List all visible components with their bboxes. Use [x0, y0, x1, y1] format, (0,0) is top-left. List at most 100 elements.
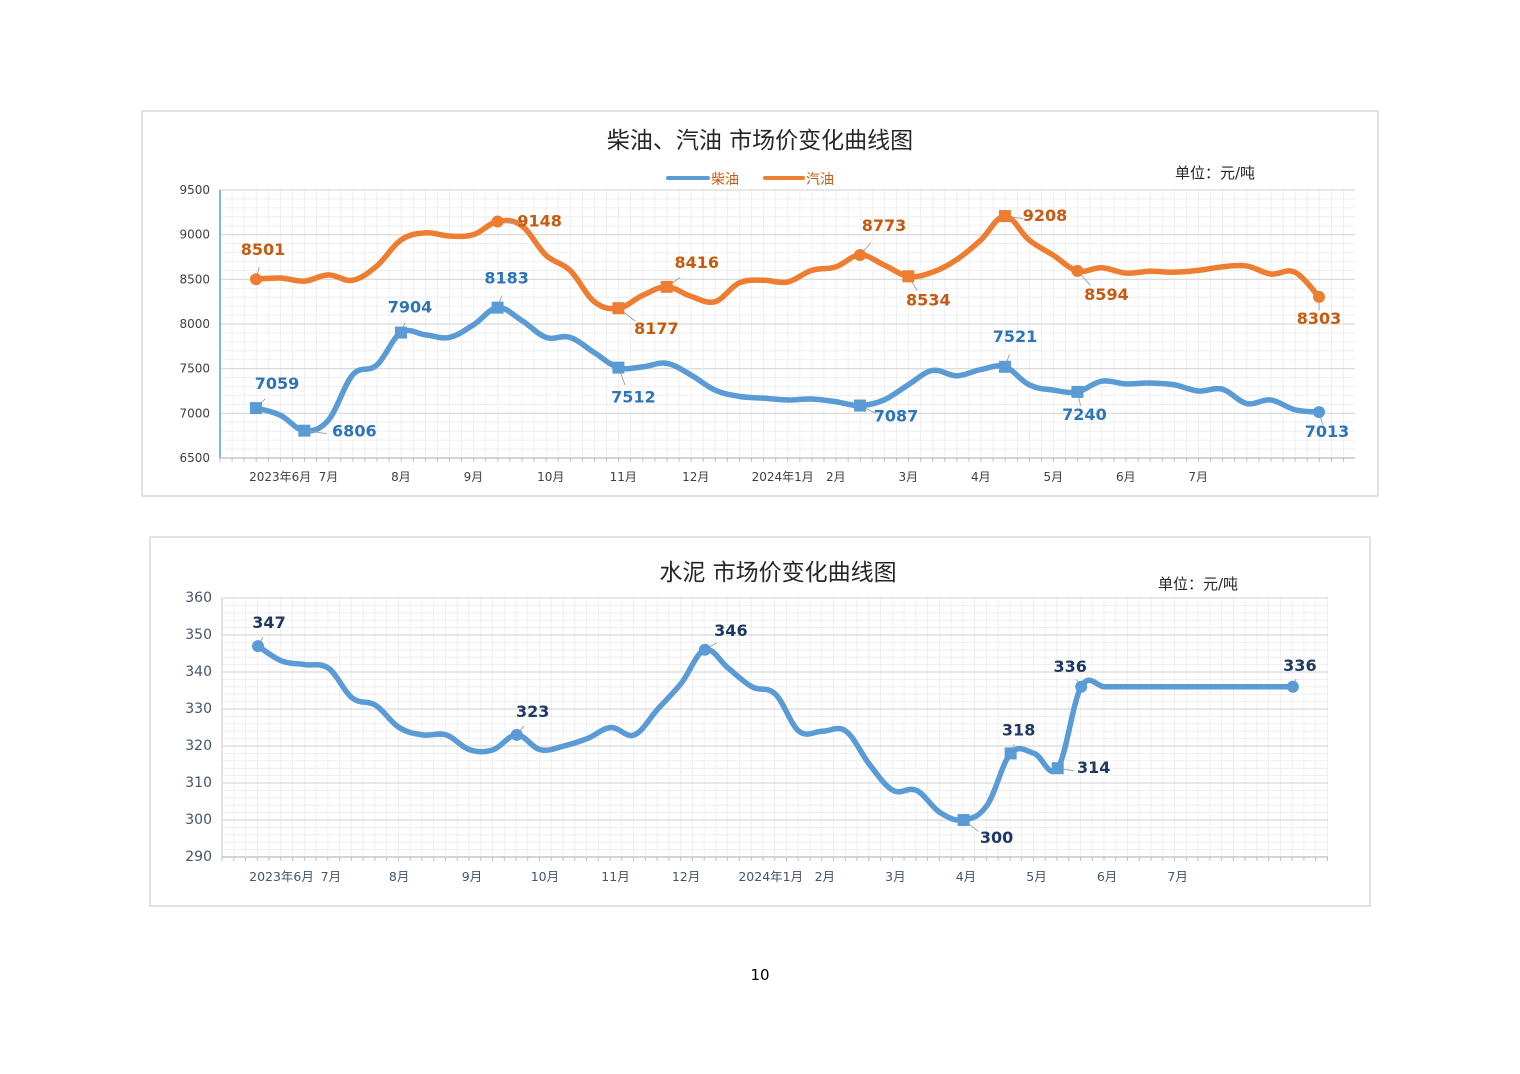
- data-point-square: [250, 402, 262, 415]
- y-tick-label: 9500: [179, 183, 210, 197]
- x-tick-label: 11月: [610, 470, 637, 484]
- data-point-square: [854, 399, 866, 412]
- data-label: 7013: [1305, 422, 1350, 441]
- data-point-circle: [1071, 264, 1084, 277]
- data-label: 7521: [993, 327, 1038, 346]
- gridlines: [220, 189, 1355, 459]
- series-line-gasoline: [253, 213, 1322, 312]
- data-label: 8501: [241, 240, 286, 259]
- x-tick-label: 8月: [391, 470, 411, 484]
- data-label: 8177: [634, 319, 679, 338]
- x-tick-label: 10月: [531, 869, 559, 884]
- x-tick-label: 12月: [682, 470, 709, 484]
- x-tick-label: 2月: [826, 470, 846, 484]
- x-tick-label: 2月: [815, 869, 835, 884]
- unit-label: 单位：元/吨: [1175, 164, 1255, 182]
- data-label: 8183: [484, 269, 529, 288]
- data-point-square: [1071, 385, 1084, 398]
- x-tick-label: 2023年6月: [249, 470, 311, 484]
- data-point-square: [612, 302, 625, 315]
- y-tick-label: 290: [185, 849, 212, 865]
- data-label: 6806: [332, 422, 377, 441]
- data-point-square: [902, 270, 915, 283]
- y-tick-label: 7000: [179, 406, 210, 420]
- data-label: 8303: [1297, 309, 1342, 328]
- x-tick-label: 6月: [1116, 470, 1136, 484]
- data-label: 7240: [1062, 405, 1107, 424]
- data-point-square: [660, 280, 673, 293]
- y-tick-label: 300: [185, 812, 212, 828]
- x-tick-label: 8月: [389, 869, 409, 884]
- plot-area: 360 350 340 330 320 310 300 290 2023年6月 7月 8月 9月 10月…: [185, 590, 1328, 884]
- legend: 柴油 汽油: [666, 172, 834, 188]
- data-point-square: [394, 326, 407, 339]
- data-point-square: [957, 814, 970, 826]
- data-label: 336: [1283, 656, 1316, 675]
- x-tick-label: 4月: [956, 869, 976, 884]
- y-tick-label: 9000: [179, 228, 210, 242]
- x-tick-label: 5月: [1026, 869, 1046, 884]
- x-tick-label: 9月: [464, 470, 484, 484]
- data-point-square: [491, 301, 504, 314]
- y-tick-label: 350: [185, 627, 212, 643]
- x-tick-label: 7月: [1167, 869, 1187, 884]
- y-tick-label: 360: [185, 590, 212, 606]
- y-tick-label: 8000: [179, 317, 210, 331]
- series-diesel: 7059 6806 7904 8183 7512 7087 7521 7240 7013: [250, 269, 1350, 441]
- data-label: 8594: [1084, 285, 1129, 304]
- data-label: 7512: [611, 388, 656, 407]
- data-point-circle: [1075, 680, 1088, 693]
- y-tick-label: 7500: [179, 362, 210, 376]
- x-tick-label: 7月: [1188, 470, 1208, 484]
- plot-area: 9500 9000 8500 8000 7500 7000 6500 2023年6月 7月 8月 9…: [179, 183, 1355, 484]
- x-tick-label: 9月: [462, 869, 482, 884]
- data-point-circle: [510, 728, 523, 741]
- data-label: 347: [252, 613, 285, 632]
- y-tick-label: 6500: [179, 451, 210, 465]
- gridlines: [222, 597, 1328, 858]
- data-point-circle: [1313, 406, 1326, 419]
- x-tick-label: 6月: [1097, 869, 1117, 884]
- series-line-diesel: [253, 304, 1322, 434]
- data-label: 314: [1077, 758, 1110, 777]
- data-point-square: [612, 361, 625, 374]
- unit-label: 单位：元/吨: [1158, 575, 1238, 593]
- data-label: 8773: [862, 216, 907, 235]
- data-point-square: [1004, 747, 1017, 760]
- data-point-square: [998, 210, 1011, 223]
- y-tick-label: 330: [185, 701, 212, 717]
- x-tick-label: 5月: [1043, 470, 1063, 484]
- data-point-circle: [1313, 290, 1326, 303]
- chart-frame: [141, 110, 1379, 497]
- legend-label-gasoline: 汽油: [806, 172, 834, 188]
- y-tick-label: 8500: [179, 272, 210, 286]
- data-point-square: [998, 360, 1011, 373]
- x-tick-label: 11月: [601, 869, 629, 884]
- y-tick-label: 320: [185, 738, 212, 754]
- page-number: 10: [750, 966, 770, 984]
- series-gasoline: 8501 9148 8177 8416 8773 8534 9208 8594 8303: [241, 206, 1342, 338]
- data-label: 346: [714, 621, 747, 640]
- data-label: 8416: [674, 253, 719, 272]
- data-point-circle: [1286, 680, 1299, 693]
- data-point-circle: [252, 640, 264, 653]
- series-line-cement: [255, 643, 1296, 824]
- data-label: 336: [1053, 657, 1086, 676]
- data-label: 7087: [874, 407, 919, 426]
- data-label: 7904: [388, 298, 433, 317]
- data-label: 300: [980, 828, 1013, 847]
- fuel-price-chart: 柴油、汽油 市场价变化曲线图 单位：元/吨 柴油 汽油 9500 9000 8500…: [141, 110, 1379, 497]
- x-tick-label: 7月: [319, 470, 339, 484]
- data-label: 9208: [1023, 206, 1068, 225]
- x-tick-label: 2023年6月: [249, 869, 314, 884]
- data-label: 318: [1002, 720, 1035, 739]
- x-tick-label: 4月: [971, 470, 991, 484]
- cement-price-chart: 水泥 市场价变化曲线图 单位：元/吨 360 350 340 330 320 310 300…: [149, 536, 1371, 907]
- chart-title: 水泥 市场价变化曲线图: [659, 560, 896, 586]
- series-cement: 347 323 346 300 318 314 336 336: [252, 613, 1317, 847]
- data-label: 8534: [906, 290, 951, 309]
- data-point-circle: [854, 248, 866, 261]
- x-tick-label: 7月: [321, 869, 341, 884]
- x-tick-label: 2024年1月: [738, 869, 803, 884]
